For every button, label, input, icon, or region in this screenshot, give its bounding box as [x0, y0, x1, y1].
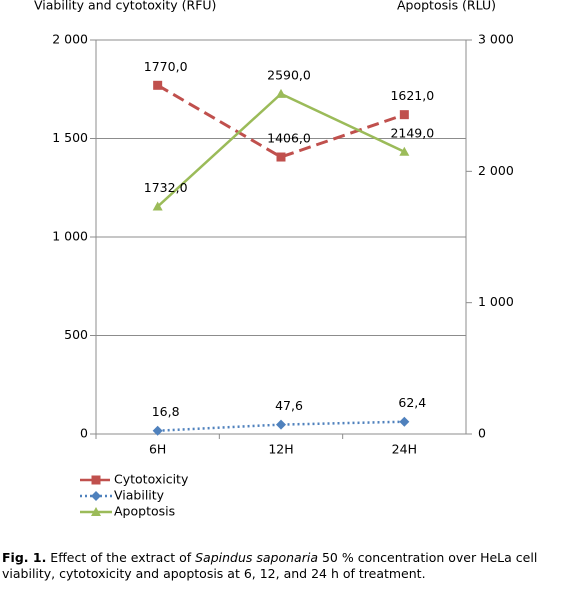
y2-tick-label: 2 000	[478, 163, 514, 178]
data-point	[276, 419, 286, 430]
chart: Viability and cytotoxity (RFU) Apoptosis…	[34, 0, 514, 519]
data-label: 1732,0	[144, 180, 188, 195]
data-label: 1621,0	[390, 88, 434, 103]
data-label: 16,8	[152, 404, 180, 419]
data-point	[399, 110, 409, 120]
data-point	[152, 201, 163, 211]
caption-text: Effect of the extract of	[46, 550, 196, 565]
data-point	[276, 88, 286, 98]
x-tick-label: 6H	[149, 442, 166, 457]
data-label: 47,6	[275, 398, 303, 413]
data-label: 1406,0	[267, 131, 311, 146]
data-label: 62,4	[398, 395, 426, 410]
data-point	[276, 152, 286, 162]
legend-label: Cytotoxicity	[114, 472, 189, 487]
series-line	[156, 84, 405, 159]
y-tick-label: 0	[80, 426, 88, 441]
y-tick-label: 1 000	[52, 229, 88, 244]
y-axis-title: Viability and cytotoxity (RFU)	[34, 0, 216, 13]
legend-marker	[91, 507, 101, 516]
y2-tick-label: 1 000	[478, 294, 514, 309]
legend-label: Apoptosis	[114, 504, 175, 519]
caption: Fig. 1. Effect of the extract of Sapindu…	[2, 550, 578, 582]
legend-marker	[91, 475, 101, 485]
data-point	[152, 425, 163, 436]
series-line	[156, 92, 405, 208]
x-tick-label: 24H	[392, 442, 417, 457]
y2-axis-title: Apoptosis (RLU)	[397, 0, 496, 13]
y-tick-label: 500	[64, 327, 88, 342]
y2-tick-label: 0	[478, 426, 486, 441]
legend-label: Viability	[114, 488, 165, 503]
data-label: 2590,0	[267, 67, 311, 82]
data-label: 1770,0	[144, 59, 188, 74]
y-tick-label: 2 000	[52, 32, 88, 47]
y2-tick-label: 3 000	[478, 32, 514, 47]
caption-species: Sapindus saponaria	[195, 550, 318, 565]
legend-marker	[91, 491, 101, 501]
data-point	[153, 80, 163, 90]
y-tick-label: 1 500	[52, 130, 88, 145]
caption-label: Fig. 1.	[2, 550, 47, 565]
data-point	[399, 416, 410, 427]
caption-text: 50 % concentration over HeLa cell viabil…	[2, 550, 538, 581]
data-point	[399, 146, 410, 156]
data-label: 2149,0	[390, 125, 434, 140]
series-line	[157, 420, 405, 432]
x-tick-label: 12H	[268, 442, 293, 457]
